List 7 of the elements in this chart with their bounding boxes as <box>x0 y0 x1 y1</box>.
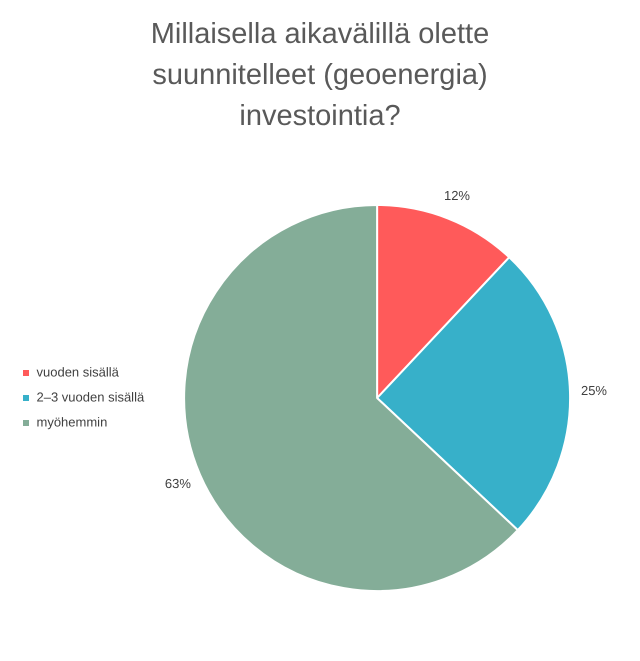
data-label: 25% <box>580 382 608 398</box>
legend-label: myöhemmin <box>36 414 108 430</box>
legend-label: 2–3 vuoden sisällä <box>36 390 145 405</box>
data-label: 12% <box>444 188 470 203</box>
data-label: 63% <box>164 476 192 491</box>
legend-label: vuoden sisällä <box>36 364 120 380</box>
chart-title: Millaisella aikavälillä olette suunnitelleet (geoenergia) investointia? <box>150 17 490 134</box>
